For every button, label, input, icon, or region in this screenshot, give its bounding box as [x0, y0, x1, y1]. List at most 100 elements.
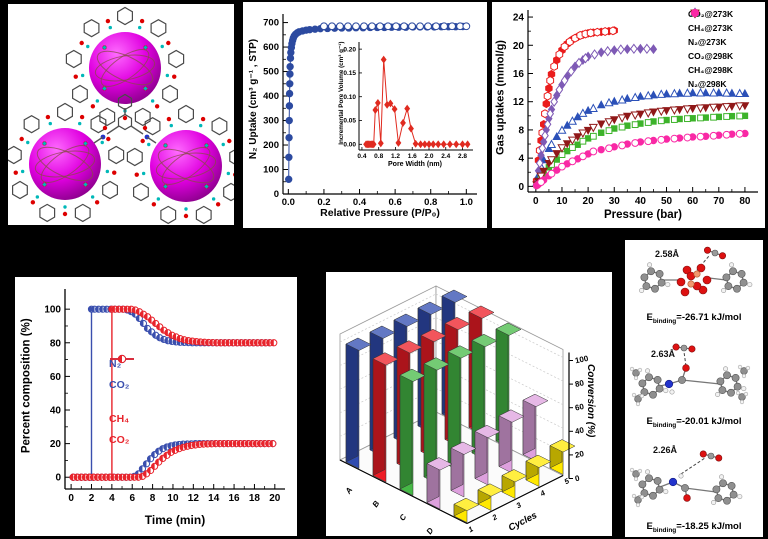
svg-text:14: 14 [208, 493, 220, 504]
distance-label-2: 2.63Å [651, 349, 676, 359]
panel-gas-uptakes: 0 10 20 30 40 50 60 70 80 0 4 8 12 16 20 24 Gas uptakes… [492, 2, 765, 228]
legend-label: CH₄@273K [688, 22, 733, 33]
legend-entry-2: CH₄@273K [688, 7, 733, 34]
svg-text:600: 600 [263, 42, 279, 53]
svg-text:5: 5 [563, 476, 572, 486]
svg-text:1.0: 1.0 [460, 197, 473, 208]
svg-text:60: 60 [687, 196, 699, 207]
gas-uptakes-plot: 0 10 20 30 40 50 60 70 80 0 4 8 12 16 20 24 [513, 10, 758, 207]
svg-text:24: 24 [513, 13, 525, 24]
svg-text:0: 0 [574, 474, 581, 484]
svg-text:2.8: 2.8 [458, 153, 467, 160]
y-axis-label: N₂ Uptake (cm³ g⁻¹ , STP) [248, 38, 259, 160]
svg-text:100: 100 [44, 305, 61, 316]
svg-text:4: 4 [538, 488, 548, 499]
svg-text:100: 100 [263, 165, 279, 176]
e-prefix: E [646, 521, 653, 532]
legend-label: N₂@298K [688, 78, 727, 89]
svg-text:20: 20 [50, 439, 62, 450]
inset-x-axis-label: Pore Width (nm) [388, 161, 442, 168]
legend-entry-5: CH₄@298K [688, 9, 733, 76]
svg-text:A: A [343, 485, 354, 496]
svg-text:80: 80 [50, 338, 62, 349]
svg-text:18: 18 [249, 493, 261, 504]
svg-text:50: 50 [661, 196, 673, 207]
binding-energy-label-2: Ebinding=-20.01 kJ/mol [625, 416, 763, 429]
svg-text:0.00: 0.00 [343, 141, 356, 148]
svg-text:10: 10 [167, 493, 179, 504]
panel-conversion-3d: ABCDE12345Cycles020406080100Conversion (… [326, 272, 612, 536]
svg-text:30: 30 [609, 196, 621, 207]
mof-schematic-drawing [8, 6, 234, 225]
svg-text:500: 500 [263, 67, 279, 78]
legend-label: CO₂@273K [688, 8, 734, 19]
legend-entry-4: CO₂ [109, 354, 134, 450]
svg-text:12: 12 [513, 97, 525, 108]
svg-text:0.4: 0.4 [353, 197, 367, 208]
e-value: =-20.01 kJ/mol [676, 416, 742, 427]
legend-entry-3: CH₄ [109, 354, 134, 429]
breakthrough-legend: N₂ CO₂ CH₄ CO₂ [109, 353, 134, 450]
svg-text:0: 0 [274, 189, 279, 200]
svg-text:3: 3 [515, 500, 524, 510]
y-axis-label: Gas uptakes (mmol/g) [494, 40, 507, 155]
x-axis-label: Pressure (bar) [604, 209, 682, 221]
legend-entry-4: CO₂@298K [688, 7, 733, 62]
svg-text:4: 4 [518, 154, 524, 165]
svg-text:C: C [398, 512, 409, 522]
svg-text:1.6: 1.6 [408, 153, 417, 160]
svg-text:0.20: 0.20 [343, 46, 356, 53]
legend-label: N₂@273K [688, 36, 727, 47]
svg-text:1.2: 1.2 [391, 153, 400, 160]
svg-text:20: 20 [269, 493, 281, 504]
e-prefix: E [646, 416, 653, 427]
svg-text:20: 20 [513, 41, 525, 52]
svg-text:6: 6 [129, 493, 135, 504]
panel-breakthrough: 0 2 4 6 8 10 12 14 16 18 20 0 20 40 60 80 100 Percent co… [15, 277, 297, 536]
n2-isotherm-plot: 0.0 0.2 0.4 0.6 0.8 1.0 0 100 200 300 400 500 600 700… [263, 14, 479, 208]
y-axis-label: Percent composition (%) [20, 318, 33, 454]
svg-text:Cycles: Cycles [507, 510, 539, 534]
svg-text:20: 20 [574, 449, 585, 460]
binding-energy-label-3: Ebinding=-18.25 kJ/mol [625, 521, 763, 534]
legend-marker-icon [690, 8, 700, 18]
panel-binding-energies: 2.58Å 2.63Å 2.26Å Ebinding=-26.71 kJ/mol… [625, 240, 763, 537]
panel-framework-schematic [8, 4, 234, 225]
legend-entry-3: N₂@273K [688, 9, 733, 48]
distance-label-3: 2.26Å [653, 445, 678, 455]
svg-text:40: 40 [635, 196, 647, 207]
svg-text:0: 0 [518, 182, 524, 193]
svg-text:80: 80 [739, 196, 751, 207]
inset-y-axis-label: Incremental Pore Volume (cm³ g⁻¹) [337, 41, 345, 145]
svg-text:16: 16 [513, 69, 525, 80]
svg-text:400: 400 [263, 91, 279, 102]
svg-text:0.8: 0.8 [374, 153, 383, 160]
svg-text:10: 10 [556, 196, 568, 207]
svg-text:80: 80 [574, 378, 585, 389]
svg-text:200: 200 [263, 140, 279, 151]
svg-text:8: 8 [150, 493, 156, 504]
legend-marker-icon [110, 354, 134, 364]
legend-label: CH₄@298K [688, 64, 733, 75]
svg-text:0.10: 0.10 [343, 94, 356, 101]
gas-uptakes-legend: CO₂@273K CH₄@273K N₂@273K CO₂@298K CH₄@298K N… [688, 7, 733, 90]
svg-text:2.4: 2.4 [441, 153, 450, 160]
svg-text:2: 2 [490, 512, 500, 523]
svg-text:0.4: 0.4 [357, 153, 366, 160]
svg-text:2.0: 2.0 [424, 153, 433, 160]
svg-text:D: D [425, 526, 436, 536]
svg-text:0: 0 [68, 493, 74, 504]
e-value: =-18.25 kJ/mol [676, 521, 742, 532]
breakthrough-plot: 0 2 4 6 8 10 12 14 16 18 20 0 20 40 60 80 100 [44, 289, 285, 504]
legend-label: CO₂ [109, 378, 130, 391]
svg-text:0: 0 [533, 196, 539, 207]
svg-text:300: 300 [263, 116, 279, 127]
svg-text:0.15: 0.15 [343, 70, 356, 77]
svg-text:16: 16 [229, 493, 241, 504]
svg-text:40: 40 [574, 425, 585, 436]
legend-label: CH₄ [109, 412, 130, 425]
e-subscript: binding [652, 526, 677, 534]
panel-n2-isotherm: 0.0 0.2 0.4 0.6 0.8 1.0 0 100 200 300 400 500 600 700… [243, 2, 487, 228]
svg-text:0.6: 0.6 [389, 197, 402, 208]
svg-text:8: 8 [518, 125, 524, 136]
